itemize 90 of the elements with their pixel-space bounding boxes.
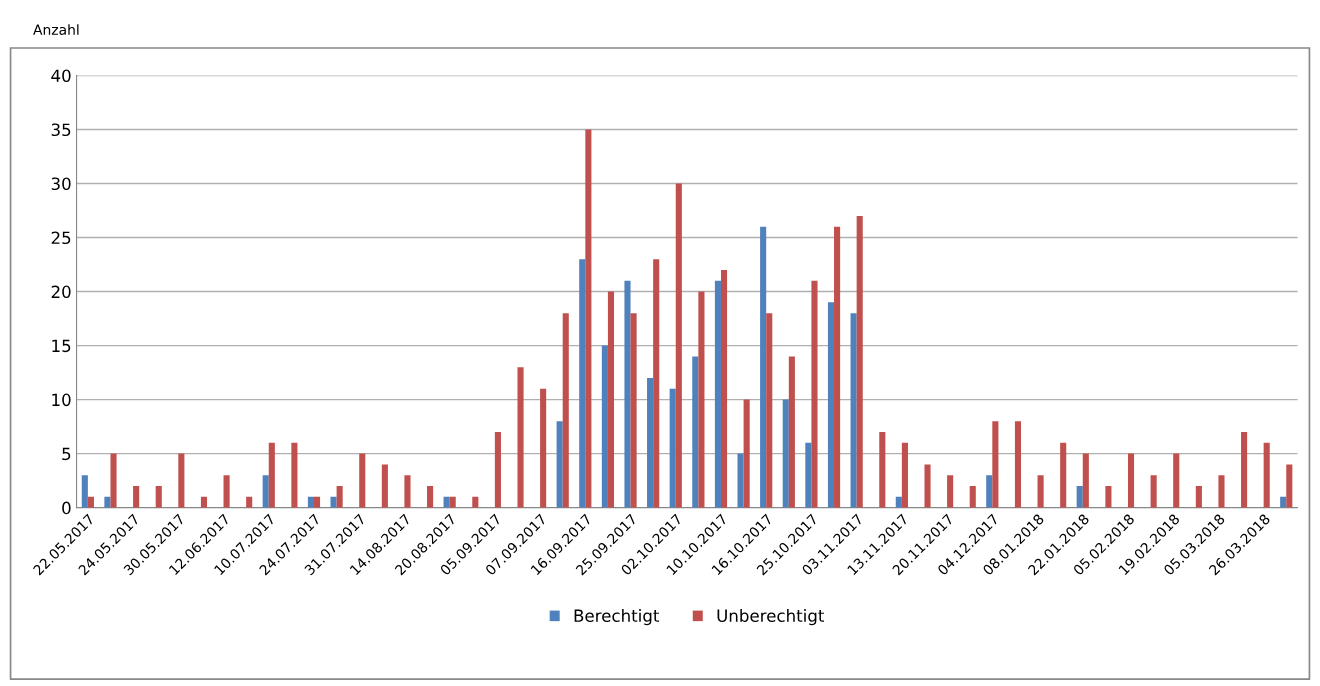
bar: [1150, 475, 1157, 508]
bar: [850, 313, 857, 508]
bar: [669, 388, 676, 508]
y-tick-label: 25: [51, 231, 71, 245]
bar: [133, 486, 140, 508]
bar: [743, 399, 750, 508]
bar: [698, 291, 705, 508]
bar: [653, 259, 660, 508]
y-tick-label: 40: [51, 69, 71, 83]
legend-label: Berechtigt: [574, 609, 660, 626]
y-tick-label: 35: [51, 123, 71, 137]
bar: [1060, 442, 1067, 508]
bar: [200, 496, 208, 508]
bar: [856, 215, 863, 508]
bar: [494, 432, 501, 508]
bar: [307, 496, 314, 508]
bar: [737, 453, 744, 508]
bar: [579, 259, 586, 508]
bar: [901, 442, 908, 508]
y-tick-label: 5: [62, 447, 71, 461]
bar: [449, 496, 456, 508]
y-tick-label: 0: [62, 501, 71, 515]
bar: [268, 442, 275, 508]
bar: [1286, 464, 1293, 508]
bar: [607, 291, 615, 508]
bar: [223, 475, 230, 508]
y-axis-title: Anzahl: [33, 24, 79, 35]
bar: [1037, 475, 1044, 508]
bar: [110, 453, 117, 508]
bar: [291, 442, 298, 508]
bar: [517, 367, 524, 508]
bar: [1218, 475, 1225, 508]
bar: [246, 496, 253, 508]
bar: [404, 475, 411, 508]
bar: [760, 226, 767, 508]
bar: [788, 356, 795, 508]
bar: [1076, 486, 1083, 508]
bar: [827, 302, 835, 508]
bar: [472, 496, 479, 508]
y-tick-label: 30: [51, 177, 71, 191]
bar: [811, 280, 818, 508]
bar: [805, 442, 812, 508]
bar: [262, 475, 269, 508]
bar: [647, 377, 654, 508]
bar: [947, 475, 954, 508]
bar: [720, 269, 728, 508]
bar: [1127, 453, 1135, 508]
bar: [1014, 421, 1022, 508]
bar: [1195, 486, 1202, 508]
bar: [630, 313, 637, 508]
bar: [104, 496, 111, 508]
bar: [714, 280, 721, 508]
bar: [585, 129, 592, 508]
bar: [336, 486, 343, 508]
bar: [1263, 442, 1270, 508]
bar: [427, 486, 434, 508]
y-tick-label: 10: [52, 393, 71, 407]
bar: [556, 421, 563, 508]
bar: [969, 486, 976, 508]
bar: [155, 486, 162, 508]
bar: [359, 453, 366, 508]
y-tick-label: 15: [52, 339, 71, 353]
bar: [313, 496, 321, 508]
bar: [782, 399, 789, 508]
bar: [924, 464, 931, 508]
y-tick-label: 20: [51, 285, 71, 299]
bar: [1173, 453, 1180, 508]
bar: [1241, 432, 1248, 508]
bar: [178, 453, 185, 508]
bar: [834, 226, 841, 508]
bar: [1105, 486, 1112, 508]
bar: [601, 345, 608, 508]
bar: [692, 356, 699, 508]
bar: [1082, 453, 1089, 508]
bar: [1280, 496, 1287, 508]
bar: [675, 183, 682, 508]
bar: [986, 475, 993, 508]
bar: [87, 496, 94, 508]
bar: [381, 464, 388, 508]
bar: [895, 496, 902, 508]
bar: [624, 280, 631, 508]
bar: [879, 432, 886, 508]
bar: [443, 496, 450, 508]
bar: [540, 388, 547, 508]
bar: [81, 475, 88, 508]
bar: [992, 421, 999, 508]
bar: [562, 313, 569, 508]
legend-label: Unberechtigt: [717, 609, 825, 626]
bar: [330, 496, 337, 508]
bar: [766, 313, 773, 508]
